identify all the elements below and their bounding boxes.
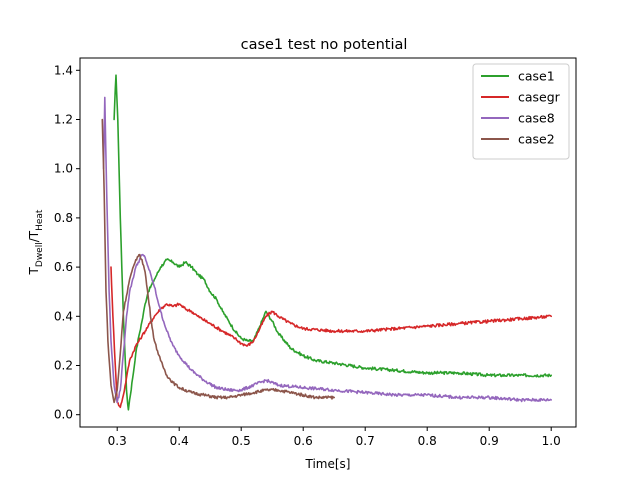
x-axis: 0.3 0.4 0.5 0.6 0.7 0.8 0.9 1.0 [108, 427, 561, 448]
y-tick-label: 1.4 [54, 63, 73, 77]
y-label-mid: /T [27, 230, 41, 242]
y-tick-label: 0.0 [54, 408, 73, 422]
y-label-sub-dwell: Dwell [35, 242, 45, 267]
x-tick-label: 0.6 [294, 434, 313, 448]
x-tick-label: 0.8 [418, 434, 437, 448]
y-axis: 0.0 0.2 0.4 0.6 0.8 1.0 1.2 1.4 [54, 63, 80, 422]
plot-frame [79, 57, 577, 428]
x-tick-label: 0.7 [356, 434, 375, 448]
legend-label-case1: case1 [518, 69, 555, 84]
y-tick-label: 1.0 [54, 162, 73, 176]
series-line-case2 [101, 118, 335, 404]
legend-label-case2: case2 [518, 132, 555, 147]
x-tick-label: 0.5 [232, 434, 251, 448]
y-tick-label: 0.2 [54, 359, 73, 373]
legend-box [472, 63, 570, 160]
y-tick-label: 0.8 [54, 211, 73, 225]
chart-title: case1 test no potential [241, 37, 408, 53]
y-tick-label: 1.2 [54, 113, 73, 127]
series-line-case8 [102, 96, 552, 404]
y-label-base: T [27, 266, 41, 275]
y-tick-label: 0.6 [54, 260, 73, 274]
x-tick-label: 0.4 [170, 434, 189, 448]
series-line-case1 [113, 74, 552, 411]
x-axis-label: Time[s] [305, 457, 351, 471]
plot-lines [101, 74, 552, 411]
legend-label-casegr: casegr [518, 90, 561, 105]
series-line-casegr [110, 266, 552, 409]
y-axis-label: TDwell/THeat [27, 209, 45, 275]
legend: case1 casegr case8 case2 [472, 63, 570, 160]
legend-label-case8: case8 [518, 111, 555, 126]
x-tick-label: 0.3 [108, 434, 127, 448]
x-tick-label: 0.9 [480, 434, 499, 448]
y-tick-label: 0.4 [54, 309, 73, 323]
x-tick-label: 1.0 [542, 434, 561, 448]
y-label-sub-heat: Heat [35, 209, 45, 231]
